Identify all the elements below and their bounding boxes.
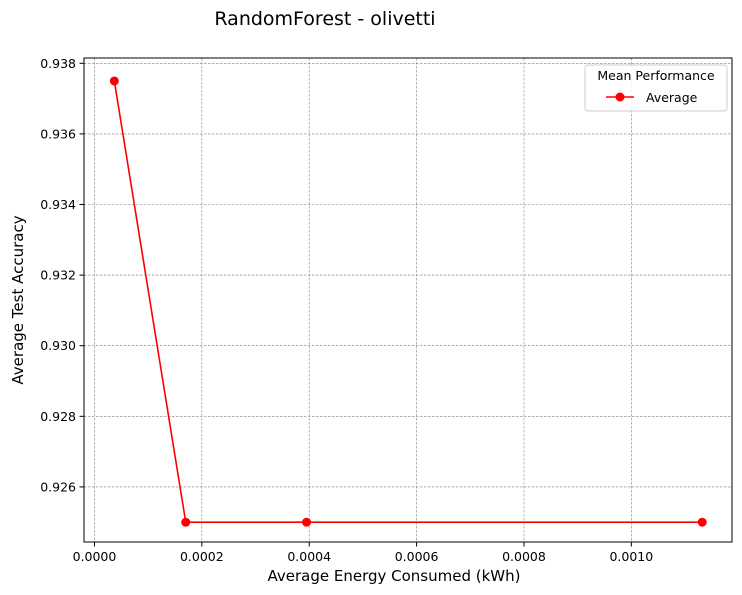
legend: Mean Performance Average [584, 64, 728, 112]
x-tick-label: 0.0010 [609, 549, 653, 564]
x-tick-label: 0.0008 [502, 549, 546, 564]
y-tick-label: 0.934 [40, 197, 76, 212]
series-line-average [113, 80, 703, 524]
chart-title: RandomForest - olivetti [214, 8, 435, 30]
grid [84, 58, 732, 542]
y-axis-ticks: 0.926 0.928 0.930 0.932 0.934 0.936 0.938 [40, 56, 84, 494]
legend-label-average: Average [646, 90, 698, 105]
x-tick-label: 0.0002 [180, 549, 224, 564]
y-tick-label: 0.932 [40, 268, 76, 283]
x-axis-label: Average Energy Consumed (kWh) [268, 567, 521, 585]
y-tick-label: 0.930 [40, 338, 76, 353]
y-tick-label: 0.926 [40, 479, 76, 494]
x-tick-label: 0.0004 [287, 549, 331, 564]
y-tick-label: 0.928 [40, 409, 76, 424]
legend-marker-swatch [615, 92, 625, 102]
data-point [181, 517, 191, 527]
y-axis-label: Average Test Accuracy [9, 215, 27, 384]
y-tick-label: 0.938 [40, 56, 76, 71]
plot-frame [83, 57, 733, 543]
data-point [697, 517, 707, 527]
x-tick-label: 0.0006 [395, 549, 439, 564]
y-tick-label: 0.936 [40, 126, 76, 141]
data-point [109, 76, 119, 86]
x-tick-label: 0.0000 [73, 549, 117, 564]
series-layer [109, 76, 707, 527]
legend-title: Mean Performance [597, 68, 715, 83]
data-point [302, 517, 312, 527]
x-axis-ticks: 0.0000 0.0002 0.0004 0.0006 0.0008 0.0010 [73, 542, 653, 564]
